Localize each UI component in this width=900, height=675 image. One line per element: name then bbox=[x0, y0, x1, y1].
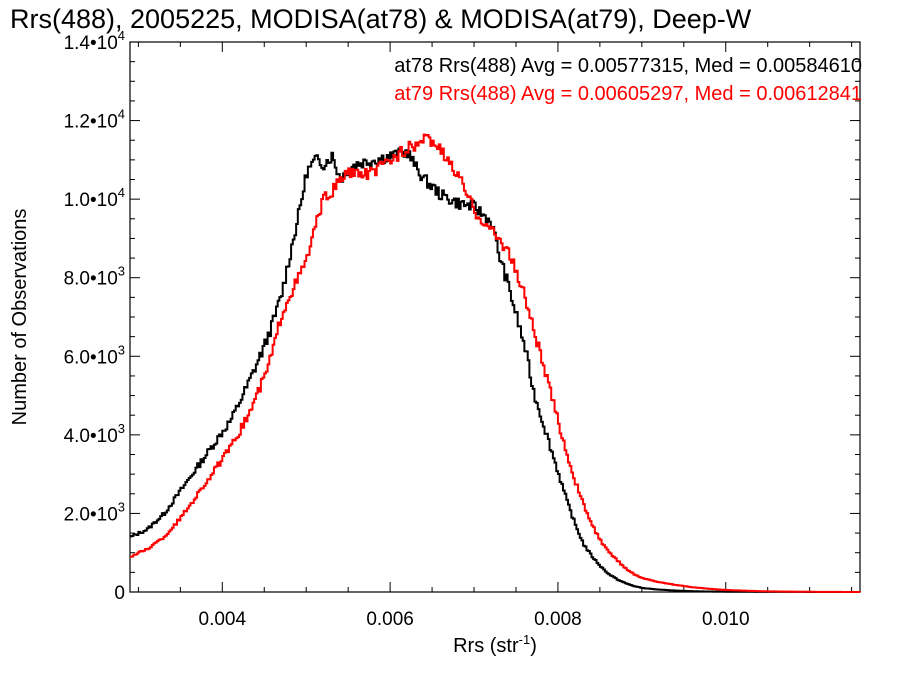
y-tick-label-exponent: 3 bbox=[118, 342, 125, 357]
x-tick-label: 0.008 bbox=[534, 609, 582, 630]
y-tick-label-main: 8.0•10 bbox=[64, 269, 118, 290]
series-line-at79 bbox=[130, 133, 861, 593]
y-tick-label-exponent: 3 bbox=[118, 421, 125, 436]
chart-title: Rrs(488), 2005225, MODISA(at78) & MODISA… bbox=[10, 4, 752, 34]
y-tick-label-main: 6.0•10 bbox=[64, 347, 118, 368]
y-tick-label-main: 4.0•10 bbox=[64, 426, 118, 447]
x-tick-label: 0.004 bbox=[199, 609, 247, 630]
y-tick-label-exponent: 4 bbox=[118, 185, 125, 200]
y-tick-label-main: 2.0•10 bbox=[64, 504, 118, 525]
x-axis-label-end: ) bbox=[530, 635, 537, 657]
series-lines bbox=[130, 133, 861, 593]
legend-entry-at78: at78 Rrs(488) Avg = 0.00577315, Med = 0.… bbox=[394, 55, 862, 77]
y-tick-label-main: 1.4•10 bbox=[64, 33, 118, 54]
y-tick-labels: 02.0•1034.0•1036.0•1038.0•1031.0•1041.2•… bbox=[64, 28, 125, 604]
y-tick-label-exponent: 4 bbox=[118, 107, 125, 122]
plot-frame bbox=[129, 41, 861, 593]
y-tick-label-exponent: 3 bbox=[118, 264, 125, 279]
x-axis-label-main: Rrs (str bbox=[453, 635, 519, 657]
x-tick-labels: 0.004 0.006 0.008 0.010 bbox=[199, 609, 750, 630]
x-axis-label: Rrs (str-1) bbox=[453, 632, 537, 657]
y-tick-label: 8.0•103 bbox=[64, 264, 125, 290]
y-tick-label: 1.2•104 bbox=[64, 107, 125, 133]
x-axis-label-sup: -1 bbox=[519, 632, 531, 647]
y-tick-label: 6.0•103 bbox=[64, 342, 125, 368]
y-tick-label: 4.0•103 bbox=[64, 421, 125, 447]
y-tick-label-main: 0 bbox=[114, 583, 125, 604]
y-tick-label: 2.0•103 bbox=[64, 499, 125, 525]
y-tick-label: 1.4•104 bbox=[64, 28, 125, 54]
y-tick-label-exponent: 4 bbox=[118, 28, 125, 43]
y-tick-label-exponent: 3 bbox=[118, 499, 125, 514]
y-tick-label-main: 1.0•10 bbox=[64, 190, 118, 211]
y-tick-label: 0 bbox=[114, 583, 125, 604]
y-tick-label: 1.0•104 bbox=[64, 185, 125, 211]
y-axis-label: Number of Observations bbox=[9, 209, 31, 426]
y-tick-label-main: 1.2•10 bbox=[64, 112, 118, 133]
series-line-at78 bbox=[130, 147, 860, 593]
axis-ticks bbox=[130, 41, 860, 593]
x-tick-label: 0.010 bbox=[702, 609, 750, 630]
legend-entry-at79: at79 Rrs(488) Avg = 0.00605297, Med = 0.… bbox=[394, 83, 862, 105]
x-tick-label: 0.006 bbox=[366, 609, 414, 630]
